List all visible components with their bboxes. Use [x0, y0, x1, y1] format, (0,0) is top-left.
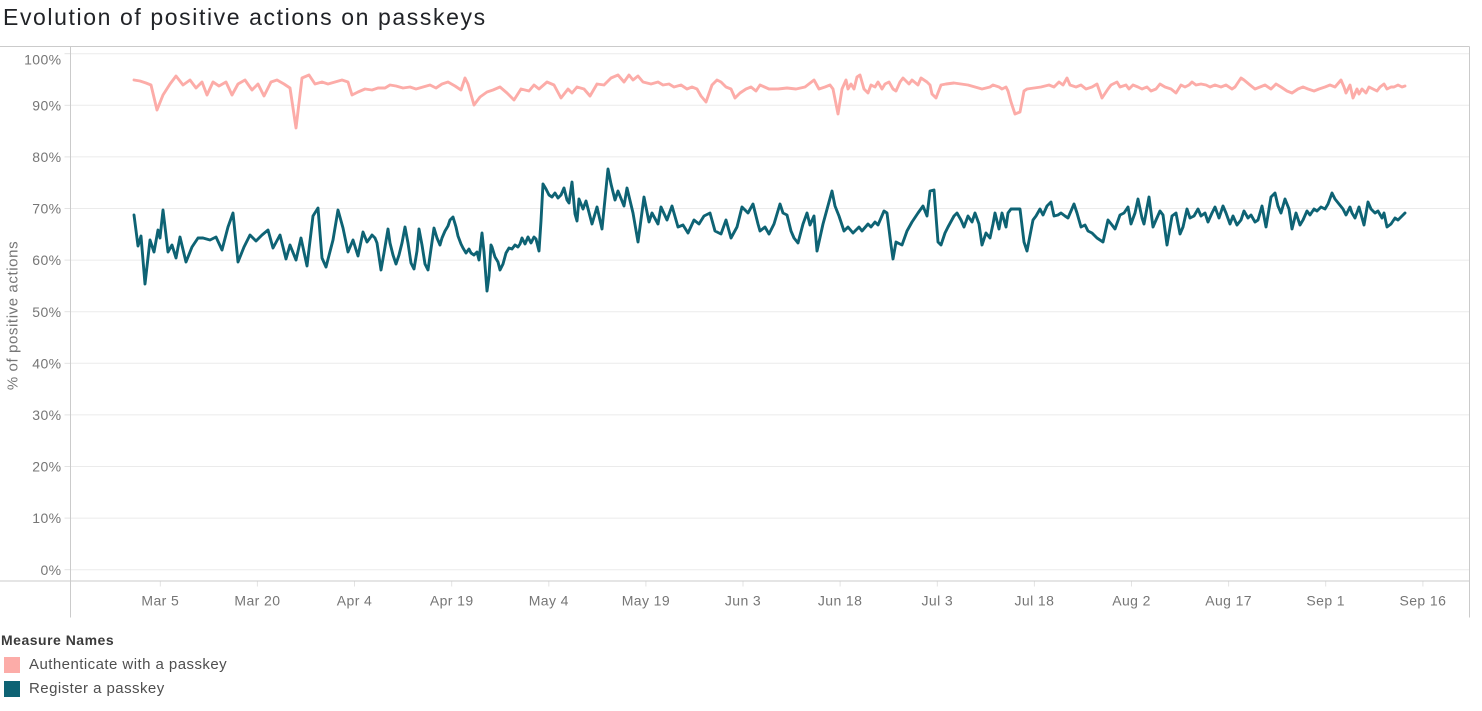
svg-text:May 4: May 4 [529, 593, 569, 609]
svg-text:50%: 50% [32, 304, 61, 320]
svg-text:Sep 1: Sep 1 [1306, 593, 1345, 609]
svg-text:90%: 90% [32, 97, 61, 113]
svg-text:Jul 18: Jul 18 [1015, 593, 1055, 609]
svg-text:20%: 20% [32, 459, 61, 475]
svg-text:10%: 10% [32, 510, 61, 526]
svg-text:Jun 18: Jun 18 [818, 593, 862, 609]
svg-text:0%: 0% [40, 562, 61, 578]
svg-text:70%: 70% [32, 201, 61, 217]
svg-text:60%: 60% [32, 252, 61, 268]
svg-text:May 19: May 19 [622, 593, 670, 609]
svg-text:Apr 4: Apr 4 [337, 593, 372, 609]
svg-text:Aug 17: Aug 17 [1205, 593, 1252, 609]
svg-text:Jul 3: Jul 3 [922, 593, 954, 609]
svg-text:Jun 3: Jun 3 [725, 593, 761, 609]
svg-text:Mar 20: Mar 20 [234, 593, 280, 609]
svg-text:Aug 2: Aug 2 [1112, 593, 1151, 609]
svg-text:100%: 100% [24, 52, 61, 68]
svg-text:Mar 5: Mar 5 [141, 593, 179, 609]
svg-text:Sep 16: Sep 16 [1400, 593, 1447, 609]
svg-text:30%: 30% [32, 407, 61, 423]
svg-text:40%: 40% [32, 355, 61, 371]
svg-text:80%: 80% [32, 149, 61, 165]
svg-text:Apr 19: Apr 19 [430, 593, 474, 609]
